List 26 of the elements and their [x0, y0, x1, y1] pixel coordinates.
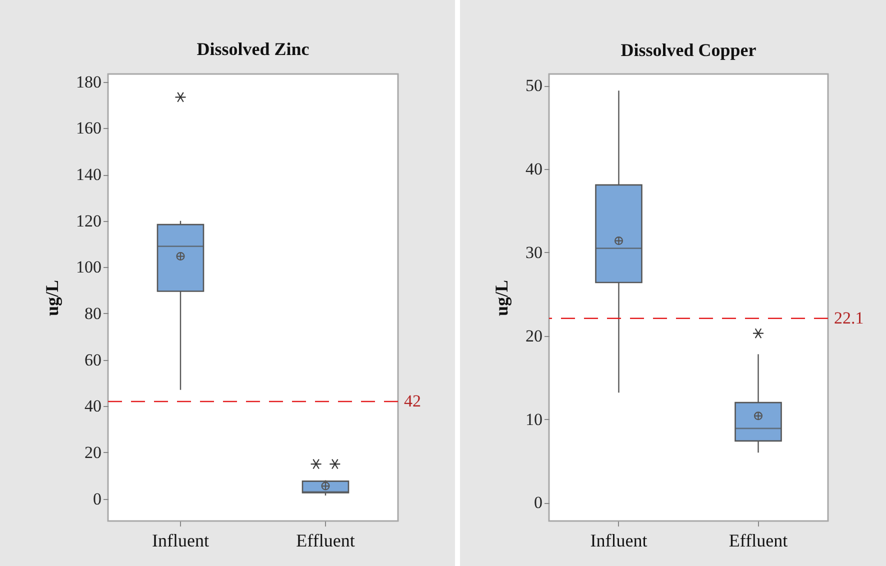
chart-title: Dissolved Copper [620, 40, 756, 60]
y-tick-label: 180 [76, 72, 102, 92]
y-tick-label: 30 [526, 242, 542, 262]
ref-line-label: 22.1 [834, 308, 864, 328]
y-tick-label: 10 [526, 410, 542, 429]
y-tick-label: 40 [84, 396, 102, 416]
y-tick-label: 120 [76, 211, 102, 230]
y-tick-label: 20 [526, 326, 542, 346]
x-tick-label: Effluent [296, 530, 355, 550]
y-tick-label: 60 [84, 350, 102, 370]
y-tick-label: 0 [534, 493, 542, 512]
y-tick-label: 80 [84, 304, 102, 323]
ref-line-label: 42 [404, 391, 421, 410]
y-axis-title: ug/L [492, 280, 512, 316]
y-tick-label: 140 [76, 165, 102, 184]
chart-title: Dissolved Zinc [196, 38, 310, 59]
x-tick-label: Influent [590, 530, 648, 550]
y-tick-label: 0 [93, 489, 102, 508]
x-tick-label: Effluent [728, 530, 788, 550]
y-tick-label: 100 [76, 258, 102, 277]
y-tick-label: 20 [84, 442, 102, 462]
x-tick-label: Influent [152, 530, 209, 550]
y-tick-label: 160 [76, 118, 102, 138]
y-tick-label: 40 [526, 160, 542, 179]
y-axis-title: ug/L [42, 280, 62, 316]
y-tick-label: 50 [526, 76, 542, 96]
